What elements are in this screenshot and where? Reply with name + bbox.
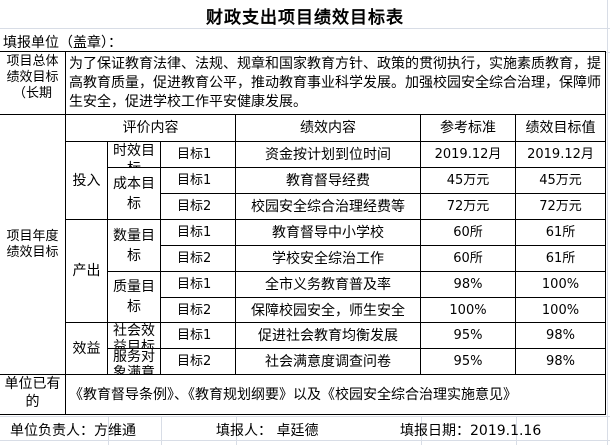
- overall-goal-label: 项目总体绩效目标（长期: [0, 51, 66, 115]
- page-title: 财政支出项目绩效目标表: [206, 8, 404, 28]
- row-target: 100%: [515, 271, 606, 299]
- footer-responsible: 单位负责人：方维通: [10, 423, 136, 439]
- row-target: 98%: [515, 322, 606, 350]
- header-content: 绩效内容: [235, 114, 421, 142]
- existing-basis-label: 单位已有的: [0, 374, 66, 415]
- annual-goal-label: 项目年度 绩效目标: [0, 114, 66, 375]
- row-goal: 目标1: [160, 141, 236, 169]
- row-reference: 95%: [420, 322, 516, 350]
- row-target: 45万元: [515, 167, 606, 195]
- sub-social-benefit: 社会效益目标: [107, 322, 161, 349]
- sub-cost: 成本目标: [107, 167, 161, 220]
- row-reference: 60所: [420, 245, 516, 273]
- group-benefit: 效益: [65, 322, 108, 375]
- group-output: 产出: [65, 219, 108, 323]
- row-content: 全市义务教育普及率: [235, 271, 421, 299]
- overall-goal-text: 为了保证教育法律、法规、规章和国家教育方针、政策的贯彻执行，实施素质教育，提高教…: [65, 51, 606, 115]
- existing-basis-text: 《教育督导条例》、《教育规划纲要》以及《校园安全综合治理实施意见》: [65, 374, 606, 415]
- row-goal: 目标1: [160, 322, 236, 350]
- fill-unit-label: 填报单位（盖章）：: [3, 35, 122, 51]
- row-goal: 目标2: [160, 193, 236, 221]
- row-content: 教育督导中小学校: [235, 219, 421, 247]
- row-content: 保障校园安全，师生安全: [235, 297, 421, 324]
- sub-satisfaction: 服务对象满意: [107, 348, 161, 375]
- row-target: 61所: [515, 245, 606, 273]
- sub-quality: 质量目标: [107, 271, 161, 323]
- row-target: 61所: [515, 219, 606, 247]
- row-content: 学校安全综治工作: [235, 245, 421, 273]
- row-target: 2019.12月: [515, 141, 606, 169]
- footer-filler: 填报人： 卓廷德: [216, 423, 319, 439]
- row-content: 促进社会教育均衡发展: [235, 322, 421, 350]
- row-content: 社会满意度调查问卷: [235, 348, 421, 376]
- footer-date: 填报日期：2019.1.16: [400, 423, 542, 439]
- row-target: 98%: [515, 348, 606, 376]
- row-target: 72万元: [515, 193, 606, 221]
- row-content: 校园安全综合治理经费等: [235, 193, 421, 221]
- row-target: 100%: [515, 297, 606, 324]
- row-goal: 目标2: [160, 297, 236, 324]
- row-reference: 95%: [420, 348, 516, 376]
- row-reference: 45万元: [420, 167, 516, 195]
- row-content: 教育督导经费: [235, 167, 421, 195]
- row-reference: 100%: [420, 297, 516, 324]
- row-goal: 目标2: [160, 348, 236, 376]
- group-input: 投入: [65, 141, 108, 220]
- row-reference: 60所: [420, 219, 516, 247]
- sub-timeliness: 时效目标: [107, 141, 161, 168]
- sub-quantity: 数量目标: [107, 219, 161, 272]
- row-content: 资金按计划到位时间: [235, 141, 421, 169]
- row-reference: 98%: [420, 271, 516, 299]
- header-reference: 参考标准: [420, 114, 516, 142]
- header-target: 绩效目标值: [515, 114, 606, 142]
- row-goal: 目标1: [160, 271, 236, 299]
- row-reference: 2019.12月: [420, 141, 516, 169]
- row-goal: 目标1: [160, 219, 236, 247]
- header-eval: 评价内容: [65, 114, 236, 142]
- row-goal: 目标1: [160, 167, 236, 195]
- row-goal: 目标2: [160, 245, 236, 273]
- row-reference: 72万元: [420, 193, 516, 221]
